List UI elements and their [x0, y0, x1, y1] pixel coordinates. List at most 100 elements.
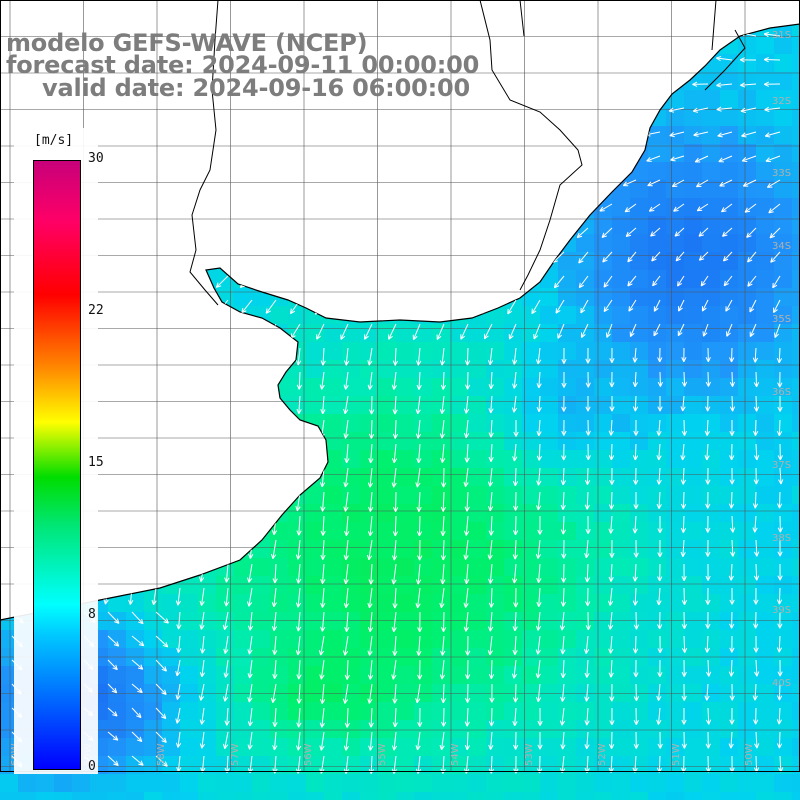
wind-speed-cell — [396, 756, 415, 775]
wind-speed-cell — [684, 540, 703, 559]
wind-speed-cell — [612, 756, 631, 775]
wind-arrow — [627, 251, 637, 263]
wind-speed-cell — [306, 144, 325, 163]
wind-speed-cell — [432, 720, 451, 739]
wind-arrow — [463, 467, 469, 487]
wind-speed-cell — [594, 180, 613, 199]
wind-speed-cell — [306, 576, 325, 595]
wind-arrow — [175, 587, 181, 606]
wind-arrow — [195, 323, 205, 339]
wind-speed-cell — [234, 486, 253, 505]
wind-speed-cell — [360, 756, 379, 775]
wind-speed-cell — [666, 0, 685, 19]
wind-arrow — [705, 467, 711, 485]
wind-speed-cell — [612, 486, 631, 505]
wind-speed-cell — [774, 252, 793, 271]
wind-speed-cell — [162, 540, 181, 559]
wind-speed-cell — [756, 72, 775, 91]
wind-speed-cell — [18, 792, 37, 800]
wind-speed-cell — [180, 108, 199, 127]
wind-speed-cell — [738, 126, 757, 145]
wind-speed-cell — [720, 24, 739, 37]
wind-speed-cell — [684, 486, 703, 505]
wind-speed-cell — [180, 558, 199, 577]
wind-arrow — [119, 251, 133, 263]
wind-arrow — [572, 131, 589, 137]
wind-speed-cell — [504, 162, 523, 181]
wind-speed-cell — [684, 108, 703, 127]
wind-arrow — [167, 251, 181, 264]
wind-arrow — [599, 203, 613, 212]
wind-arrow — [296, 683, 302, 704]
wind-arrow — [584, 707, 590, 726]
wind-speed-cell — [612, 720, 631, 739]
wind-arrow — [633, 467, 639, 485]
title-model: modelo GEFS-WAVE (NCEP) — [6, 29, 368, 57]
wind-arrow — [754, 731, 760, 749]
wind-speed-cell — [252, 180, 271, 199]
wind-speed-cell — [90, 774, 109, 793]
lat-label: 38S — [772, 533, 791, 544]
wind-speed-cell — [594, 24, 613, 37]
wind-speed-cell — [684, 702, 703, 721]
wind-speed-cell — [756, 36, 775, 55]
wind-arrow — [272, 563, 278, 584]
wind-speed-cell — [702, 756, 721, 775]
wind-speed-cell — [468, 360, 487, 379]
wind-speed-cell — [774, 774, 793, 793]
wind-arrow — [693, 6, 708, 12]
wind-arrow — [633, 491, 639, 510]
wind-speed-cell — [234, 648, 253, 667]
wind-speed-cell — [198, 720, 217, 739]
wind-arrow — [560, 587, 567, 607]
wind-speed-cell — [792, 774, 800, 793]
wind-arrow — [603, 299, 613, 313]
wind-speed-cell — [504, 36, 523, 55]
wind-speed-cell — [792, 756, 800, 775]
wind-speed-cell — [666, 486, 685, 505]
wind-speed-cell — [306, 738, 325, 757]
wind-speed-cell — [738, 594, 757, 613]
wind-speed-cell — [324, 756, 343, 775]
wind-speed-cell — [684, 504, 703, 523]
wind-speed-cell — [324, 396, 343, 415]
wind-speed-cell — [144, 198, 163, 217]
wind-speed-cell — [594, 0, 613, 19]
wind-speed-cell — [180, 396, 199, 415]
wind-speed-cell — [594, 504, 613, 523]
wind-arrow — [571, 56, 589, 62]
wind-speed-cell — [504, 774, 523, 793]
wind-speed-cell — [126, 288, 145, 307]
wind-speed-cell — [450, 414, 469, 433]
wind-speed-cell — [252, 792, 271, 800]
wind-speed-cell — [576, 324, 595, 343]
wind-arrow — [535, 347, 542, 365]
wind-arrow — [502, 203, 517, 214]
wind-speed-cell — [522, 666, 541, 685]
wind-arrow — [284, 179, 301, 187]
wind-arrow — [728, 659, 735, 677]
wind-speed-cell — [90, 0, 109, 19]
wind-speed-cell — [126, 108, 145, 127]
wind-speed-cell — [630, 24, 649, 37]
wind-speed-cell — [594, 630, 613, 649]
wind-speed-cell — [180, 450, 199, 469]
wind-arrow — [188, 179, 205, 187]
wind-arrow — [150, 563, 157, 582]
wind-arrow — [681, 371, 688, 387]
wind-speed-cell — [522, 72, 541, 91]
wind-arrow — [766, 179, 781, 188]
wind-speed-cell — [252, 468, 271, 487]
wind-speed-cell — [792, 144, 800, 163]
wind-speed-cell — [54, 0, 73, 19]
wind-arrow — [585, 443, 591, 461]
wind-speed-cell — [666, 108, 685, 127]
wind-arrow — [22, 5, 36, 12]
wind-speed-cell — [468, 576, 487, 595]
wind-speed-cell — [684, 594, 703, 613]
wind-arrow — [131, 707, 142, 719]
wind-speed-cell — [666, 558, 685, 577]
wind-speed-cell — [630, 378, 649, 397]
wind-arrow — [741, 131, 757, 138]
wind-speed-cell — [792, 234, 800, 253]
